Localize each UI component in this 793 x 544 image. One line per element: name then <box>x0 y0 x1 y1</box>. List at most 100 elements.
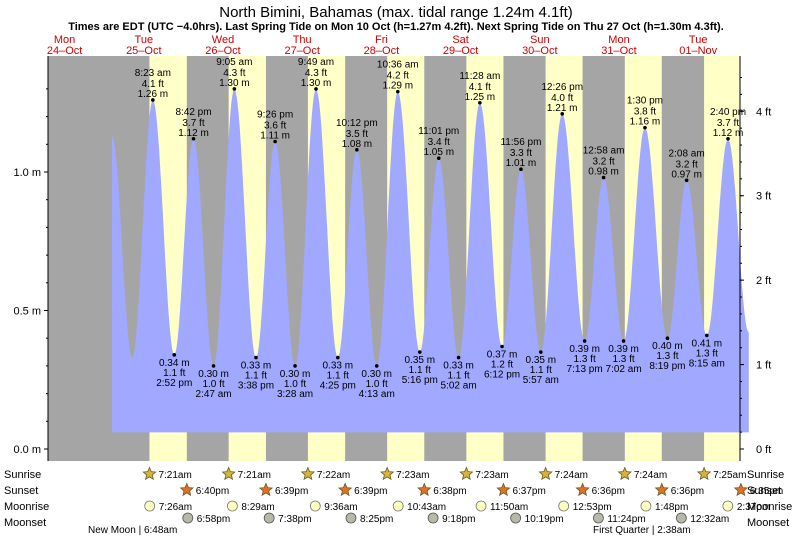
high-tide-meters: 1.01 m <box>506 158 537 169</box>
sunrise-icon <box>538 466 553 481</box>
moonrise-icon <box>722 500 734 512</box>
sunrise-time: 7:22am <box>317 470 350 481</box>
low-tide-time: 4:13 am <box>359 389 395 400</box>
low-tide-point <box>456 355 461 360</box>
sunset-icon <box>733 482 749 497</box>
moonrise-icon <box>558 500 570 512</box>
low-tide-meters: 0.30 m <box>361 369 392 380</box>
high-tide-feet: 3.7 ft <box>182 118 204 129</box>
high-tide-time: 2:40 pm <box>710 107 746 118</box>
low-tide-feet: 1.0 ft <box>366 379 388 390</box>
sunrise-icon <box>617 466 632 481</box>
high-tide-feet: 4.1 ft <box>469 82 491 93</box>
row-label-sunset-right: Sunset <box>747 485 781 497</box>
day-label-date: 31–Oct <box>601 45 636 57</box>
high-tide-point <box>232 87 237 91</box>
sunrise-time: 7:24am <box>555 470 588 481</box>
high-tide-feet: 4.3 ft <box>305 68 327 79</box>
high-tide-point <box>643 125 647 130</box>
low-tide-time: 5:57 am <box>523 375 559 386</box>
low-tide-time: 8:19 pm <box>649 361 685 372</box>
y-right-tick-label: 4 ft <box>756 106 771 118</box>
day-label-date: 01–Nov <box>679 45 717 57</box>
high-tide-point <box>560 112 565 116</box>
y-left-tick-label: 0.0 m <box>13 444 41 456</box>
high-tide-feet: 3.5 ft <box>346 129 368 140</box>
low-tide-feet: 1.3 ft <box>656 351 678 362</box>
y-right-tick-label: 0 ft <box>756 444 771 456</box>
sunrise-icon <box>380 466 395 481</box>
low-tide-feet: 1.3 ft <box>696 348 718 359</box>
low-tide-feet: 1.1 ft <box>245 371 267 382</box>
high-tide-time: 12:58 am <box>583 146 625 157</box>
sunrise-time: 7:23am <box>475 470 508 481</box>
moonset-time: 11:24pm <box>607 514 645 525</box>
high-tide-point <box>151 98 155 102</box>
low-tide-feet: 1.0 ft <box>202 379 224 390</box>
moonset-time: 10:19pm <box>525 514 564 525</box>
moonrise-time: 12:53pm <box>573 502 612 513</box>
tide-area <box>112 88 749 433</box>
low-tide-meters: 0.39 m <box>569 344 600 355</box>
sunset-icon <box>258 482 274 497</box>
moonset-icon <box>182 512 194 524</box>
sunset-time: 6:39pm <box>354 486 387 497</box>
high-tide-point <box>273 139 277 144</box>
day-label-date: 24–Oct <box>47 45 82 57</box>
high-tide-point <box>314 87 318 91</box>
high-tide-point <box>478 100 482 105</box>
high-tide-point <box>684 178 689 183</box>
low-tide-meters: 0.33 m <box>241 361 272 372</box>
low-tide-feet: 1.1 ft <box>163 368 185 379</box>
moon-phase-new: New Moon | 6:48am <box>88 525 177 536</box>
axes: 0.0 m 0.5 m 1.0 m 0 ft 1 ft 2 ft 3 ft 4 ft <box>13 77 771 456</box>
day-label-dow: Mon <box>608 34 629 46</box>
high-tide-time: 8:42 pm <box>175 107 211 118</box>
low-tide-point <box>539 350 543 354</box>
moonrise-icon <box>640 500 652 512</box>
high-tide-time: 11:56 pm <box>500 137 541 148</box>
moonrise-time: 10:43am <box>407 502 446 513</box>
high-tide-time: 10:36 am <box>377 60 419 71</box>
high-tide-meters: 0.97 m <box>671 169 702 180</box>
moonrise-icon <box>392 500 404 512</box>
moonset-time: 8:25pm <box>360 514 393 525</box>
moonrise-time: 1:48pm <box>655 502 688 513</box>
low-tide-point <box>621 339 626 343</box>
moonrise-time: 9:36am <box>324 502 357 513</box>
moonrise-time: 8:29am <box>241 502 274 513</box>
low-tide-point <box>500 344 504 349</box>
low-tide-point <box>211 364 216 368</box>
sunrise-icon <box>696 466 712 481</box>
moonset-icon <box>427 512 439 524</box>
tide-labels: 8:23 am4.1 ft1.26 m0.34 m1.1 ft2:52 pm8:… <box>135 57 746 400</box>
chart-subtitle: Times are EDT (UTC −4.0hrs). Last Spring… <box>68 21 724 33</box>
low-tide-meters: 0.33 m <box>322 361 353 372</box>
high-tide-point <box>601 175 606 180</box>
high-tide-meters: 1.25 m <box>465 92 496 103</box>
low-tide-meters: 0.39 m <box>608 344 639 355</box>
sunset-time: 6:37pm <box>512 486 545 497</box>
day-label-dow: Fri <box>375 34 388 46</box>
moonset-time: 9:18pm <box>442 514 475 525</box>
moonset-icon <box>345 512 357 524</box>
high-tide-time: 9:49 am <box>298 57 334 68</box>
low-tide-feet: 1.1 ft <box>447 371 469 382</box>
high-tide-meters: 1.12 m <box>713 128 744 139</box>
sunset-icon <box>338 482 353 497</box>
high-tide-point <box>395 89 400 94</box>
high-tide-meters: 1.30 m <box>301 78 332 89</box>
high-tide-meters: 1.21 m <box>547 103 578 114</box>
high-tide-feet: 3.7 ft <box>717 118 739 129</box>
low-tide-feet: 1.2 ft <box>491 360 513 371</box>
high-tide-feet: 3.4 ft <box>428 137 450 148</box>
low-tide-time: 3:28 am <box>277 389 313 400</box>
low-tide-time: 5:02 am <box>441 381 477 392</box>
low-tide-point <box>705 333 709 338</box>
moonrise-time: 11:50am <box>490 502 528 513</box>
low-tide-meters: 0.34 m <box>159 358 190 369</box>
sunset-time: 6:35pm <box>750 486 783 497</box>
high-tide-time: 9:05 am <box>216 57 252 68</box>
high-tide-feet: 3.2 ft <box>676 159 698 170</box>
low-tide-meters: 0.37 m <box>487 350 518 361</box>
